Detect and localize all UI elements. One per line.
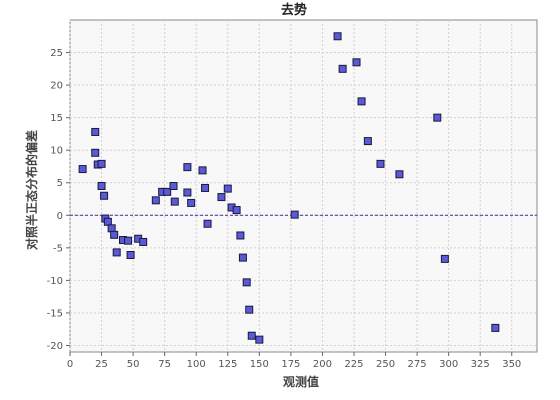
data-point <box>112 248 121 257</box>
x-tick-label: 75 <box>158 359 171 370</box>
data-point <box>110 230 119 239</box>
data-point <box>91 127 100 136</box>
data-point <box>139 237 148 246</box>
y-tick-label: -10 <box>47 276 63 287</box>
data-point <box>97 159 106 168</box>
x-axis-ticks: 0 25 50 75 100 125 150 175 200 225 250 275 300 325 350 <box>67 352 521 370</box>
y-tick-label: 20 <box>50 81 63 92</box>
data-point <box>352 58 361 67</box>
x-tick-label: 175 <box>281 359 300 370</box>
data-point <box>183 188 192 197</box>
data-point <box>242 278 251 287</box>
data-point <box>151 196 160 205</box>
data-point <box>124 236 133 245</box>
data-point <box>395 170 404 179</box>
data-point <box>491 323 500 332</box>
y-tick-label: 25 <box>50 48 63 59</box>
data-point <box>357 97 366 106</box>
y-axis-label: 对照半正态分布的偏差 <box>24 130 39 250</box>
data-point <box>363 137 372 146</box>
data-point <box>247 331 256 340</box>
data-point <box>255 335 264 344</box>
data-point <box>103 217 112 226</box>
x-tick-label: 0 <box>67 359 73 370</box>
y-tick-label: 15 <box>50 113 63 124</box>
data-point <box>433 113 442 122</box>
x-tick-label: 275 <box>408 359 427 370</box>
data-point <box>232 206 241 215</box>
x-tick-label: 100 <box>187 359 206 370</box>
data-point <box>376 159 385 168</box>
data-point <box>217 193 226 202</box>
data-point <box>203 219 212 228</box>
data-point <box>201 183 210 192</box>
x-tick-label: 150 <box>250 359 269 370</box>
y-tick-label: 10 <box>50 146 63 157</box>
data-point <box>183 163 192 172</box>
data-point <box>170 197 179 206</box>
plot-area <box>69 19 538 353</box>
data-point <box>126 251 135 260</box>
y-tick-label: -20 <box>47 341 63 352</box>
data-point <box>78 165 87 174</box>
x-axis-label: 观测值 <box>283 374 319 389</box>
data-point <box>97 182 106 190</box>
y-axis-ticks: -20 -15 -10 -5 0 5 10 15 20 25 <box>47 48 70 352</box>
y-tick-label: -15 <box>47 308 63 319</box>
data-point <box>198 166 207 175</box>
x-tick-label: 200 <box>313 359 332 370</box>
x-tick-label: 250 <box>376 359 395 370</box>
data-point <box>223 184 232 193</box>
data-point <box>100 191 109 200</box>
data-point <box>91 148 100 157</box>
data-point <box>333 32 342 41</box>
data-point <box>107 224 116 233</box>
x-tick-label: 125 <box>218 359 237 370</box>
y-tick-label: 0 <box>57 211 63 222</box>
data-point <box>238 253 247 262</box>
data-point <box>169 182 178 190</box>
x-tick-label: 50 <box>127 359 140 370</box>
chart-title: 去势 <box>281 2 307 18</box>
data-point <box>163 187 172 196</box>
x-tick-label: 300 <box>439 359 458 370</box>
x-tick-label: 350 <box>502 359 521 370</box>
data-point <box>290 210 299 219</box>
data-point <box>187 198 196 207</box>
y-tick-label: -5 <box>53 243 63 254</box>
x-tick-label: 325 <box>471 359 490 370</box>
x-tick-label: 25 <box>95 359 108 370</box>
data-point <box>440 254 449 263</box>
y-tick-label: 5 <box>57 178 63 189</box>
data-point <box>236 231 245 240</box>
grid-lines <box>69 20 537 352</box>
data-point <box>338 64 347 73</box>
x-tick-label: 225 <box>344 359 363 370</box>
data-points <box>78 32 500 344</box>
data-point <box>245 305 254 314</box>
